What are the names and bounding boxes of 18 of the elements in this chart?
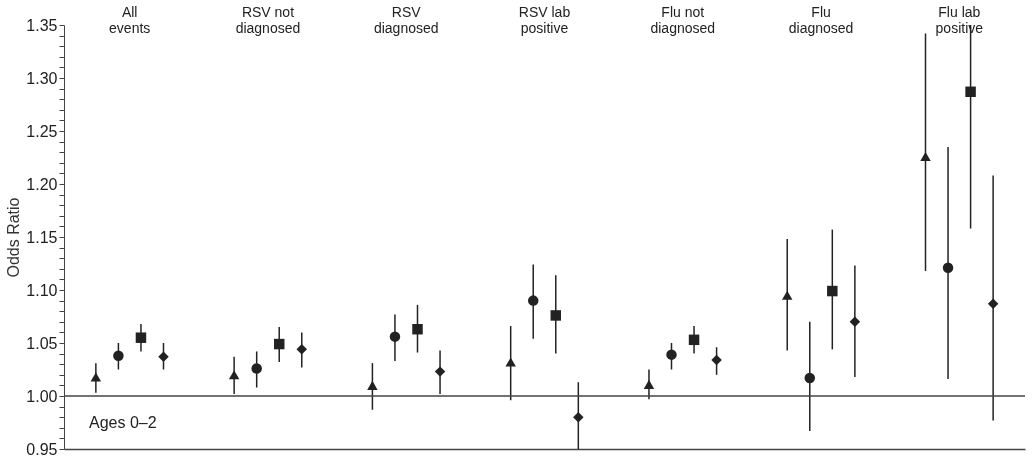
y-tick-label: 1.35 — [26, 16, 58, 34]
y-tick-label: 1.10 — [26, 281, 58, 299]
x-tick-label: All events — [109, 3, 151, 36]
y-tick-label: 0.95 — [26, 440, 58, 458]
x-tick-label: Flu not diagnosed — [650, 3, 716, 36]
y-tick-label: 1.20 — [26, 175, 58, 193]
x-tick-label: Flu diagnosed — [788, 3, 854, 36]
y-axis-title: Odds Ratio — [5, 197, 23, 278]
x-tick-label: RSV not diagnosed — [235, 3, 301, 36]
annotation: Ages 0–2 — [89, 413, 157, 431]
x-tick-label: Flu lab positive — [935, 3, 984, 36]
y-tick-label: 1.15 — [26, 228, 58, 246]
x-tick-label: RSV lab positive — [518, 3, 571, 36]
y-tick-label: 1.05 — [26, 334, 58, 352]
y-tick-label: 1.25 — [26, 122, 58, 140]
y-tick-label: 1.00 — [26, 387, 58, 405]
y-tick-label: 1.30 — [26, 69, 58, 87]
x-tick-label: RSV diagnosed — [373, 3, 439, 36]
